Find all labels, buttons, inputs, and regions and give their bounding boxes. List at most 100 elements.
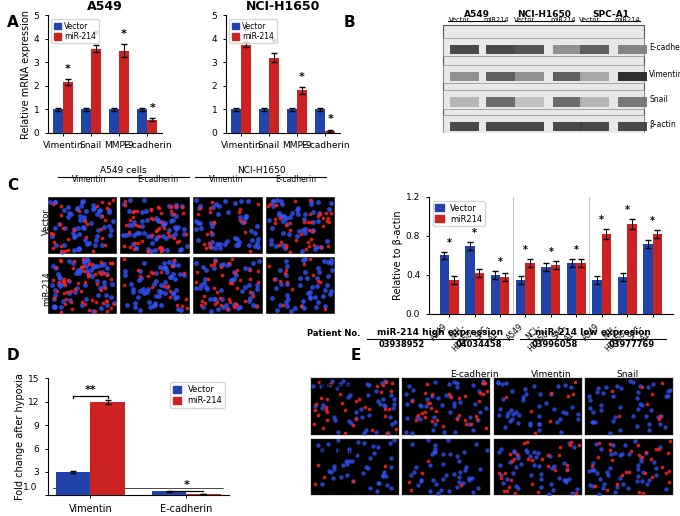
Point [127, 208, 138, 217]
Point [368, 442, 379, 450]
Point [235, 276, 245, 284]
Point [176, 245, 187, 253]
Point [296, 230, 307, 238]
Point [632, 388, 643, 396]
Bar [580, 122, 609, 132]
Point [320, 209, 331, 217]
Point [354, 395, 364, 403]
Point [137, 285, 148, 294]
Point [165, 293, 175, 301]
Point [437, 422, 448, 430]
Point [373, 397, 384, 405]
Point [182, 303, 192, 312]
Point [568, 443, 579, 452]
Point [63, 277, 73, 285]
Point [252, 285, 262, 293]
Point [82, 267, 93, 275]
Point [252, 301, 262, 310]
Bar [241, 45, 251, 133]
Point [412, 481, 423, 490]
Point [76, 286, 87, 295]
Point [321, 404, 332, 412]
Point [272, 305, 283, 314]
Point [347, 477, 358, 485]
Point [228, 275, 239, 283]
Point [207, 222, 218, 230]
Point [322, 281, 333, 289]
Point [426, 390, 437, 398]
Point [563, 475, 574, 483]
Point [635, 457, 646, 465]
Point [119, 200, 130, 208]
Point [346, 457, 357, 465]
Point [481, 404, 492, 412]
Point [208, 284, 219, 292]
Point [164, 257, 175, 266]
Point [177, 203, 188, 212]
Point [301, 245, 311, 253]
Point [101, 297, 112, 305]
Point [507, 410, 518, 418]
Point [411, 413, 422, 421]
Point [138, 196, 149, 204]
Point [299, 225, 310, 233]
Point [282, 220, 292, 228]
Point [634, 399, 645, 408]
Text: *: * [625, 205, 630, 215]
Point [166, 203, 177, 212]
Point [152, 226, 163, 234]
Point [205, 204, 216, 212]
Point [205, 208, 216, 216]
Point [58, 240, 69, 249]
Point [243, 240, 254, 249]
Point [501, 379, 512, 387]
Point [299, 304, 310, 312]
Point [326, 377, 337, 385]
Point [244, 266, 255, 274]
Point [125, 280, 136, 288]
Point [388, 400, 399, 408]
Point [238, 218, 249, 227]
Text: D: D [7, 348, 20, 363]
Point [496, 380, 507, 388]
Point [233, 303, 243, 312]
Point [84, 306, 95, 314]
Point [145, 303, 156, 311]
Point [421, 394, 432, 402]
Point [282, 262, 293, 270]
Text: *: * [183, 480, 189, 490]
Point [253, 235, 264, 243]
Point [312, 264, 323, 272]
Point [100, 241, 111, 249]
Point [643, 426, 654, 434]
Point [654, 411, 665, 420]
Point [350, 397, 361, 406]
Point [158, 282, 169, 290]
Bar [643, 244, 653, 314]
Point [154, 292, 165, 300]
Point [454, 394, 464, 402]
Point [157, 232, 168, 240]
Point [388, 437, 399, 445]
Point [527, 456, 538, 464]
Point [220, 301, 231, 309]
Point [384, 439, 395, 447]
Point [624, 450, 634, 458]
Point [437, 474, 448, 482]
Bar [567, 263, 577, 314]
Point [407, 440, 418, 448]
Point [101, 270, 112, 278]
Point [632, 441, 643, 449]
Point [165, 206, 176, 215]
Point [130, 303, 141, 311]
Point [310, 402, 321, 410]
Bar [90, 402, 125, 495]
Point [387, 379, 398, 388]
Point [77, 223, 88, 231]
Point [50, 286, 61, 294]
Point [266, 240, 277, 248]
Point [245, 294, 256, 302]
Point [343, 393, 354, 401]
Point [325, 209, 336, 217]
Point [386, 420, 397, 428]
